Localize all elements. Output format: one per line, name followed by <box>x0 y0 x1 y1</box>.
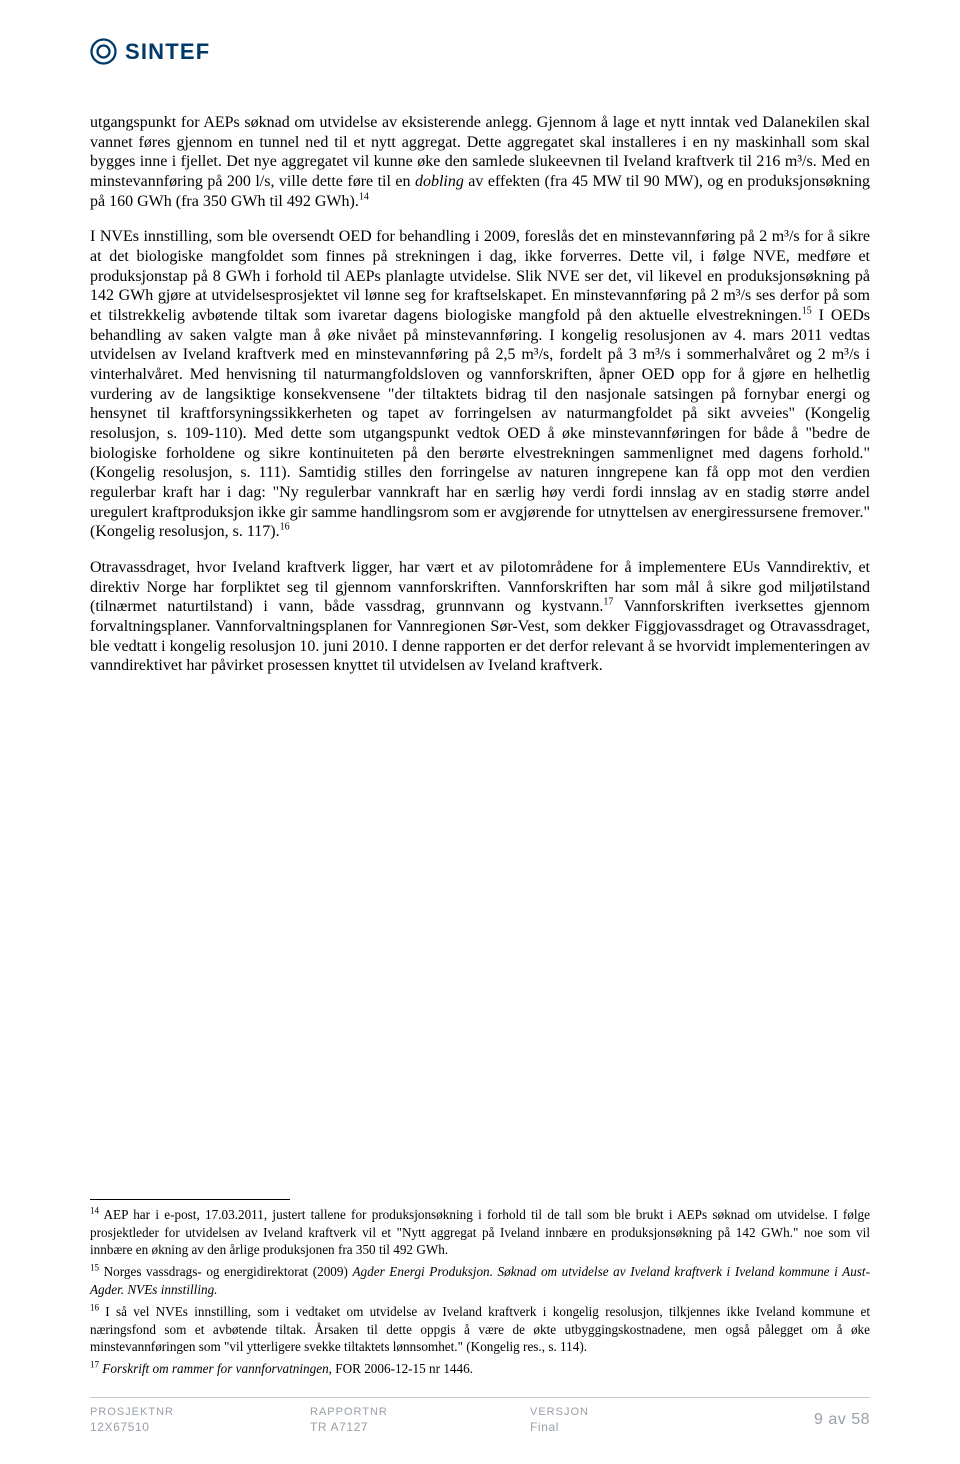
footer-project-value: 12X67510 <box>90 1420 310 1434</box>
footnotes: 14 AEP har i e-post, 17.03.2011, justert… <box>90 1206 870 1378</box>
p2-text-a: I NVEs innstilling, som ble oversendt OE… <box>90 228 870 324</box>
body-text: utgangspunkt for AEPs søknad om utvidels… <box>90 113 870 676</box>
footer-version-value: Final <box>530 1420 710 1434</box>
footnotes-block: 14 AEP har i e-post, 17.03.2011, justert… <box>90 1199 870 1382</box>
fn17-text-b: , FOR 2006-12-15 nr 1446. <box>329 1361 473 1376</box>
sintef-logo-icon <box>90 38 117 65</box>
footer-report-value: TR A7127 <box>310 1420 530 1434</box>
footnote-14: 14 AEP har i e-post, 17.03.2011, justert… <box>90 1206 870 1259</box>
page-footer: PROSJEKTNR 12X67510 RAPPORTNR TR A7127 V… <box>90 1397 870 1434</box>
paragraph-2: I NVEs innstilling, som ble oversendt OE… <box>90 227 870 542</box>
fn15-ref: 15 <box>90 1263 99 1273</box>
sintef-logo-text: SINTEF <box>125 39 210 65</box>
fn14-text: AEP har i e-post, 17.03.2011, justert ta… <box>90 1207 870 1258</box>
footnote-ref-17: 17 <box>603 597 613 608</box>
p1-italic: dobling <box>415 173 464 190</box>
footnote-15: 15 Norges vassdrags- og energidirektorat… <box>90 1263 870 1299</box>
fn14-ref: 14 <box>90 1205 99 1215</box>
fn17-ref: 17 <box>90 1360 99 1370</box>
footer-version-label: VERSJON <box>530 1406 710 1418</box>
footer-project: PROSJEKTNR 12X67510 <box>90 1406 310 1434</box>
fn16-text: I så vel NVEs innstilling, som i vedtake… <box>90 1304 870 1355</box>
fn17-italic: Forskrift om rammer for vannforvatningen <box>102 1361 328 1376</box>
footnote-17: 17 Forskrift om rammer for vannforvatnin… <box>90 1360 870 1378</box>
footer-report-label: RAPPORTNR <box>310 1406 530 1418</box>
footnote-ref-16: 16 <box>280 522 290 533</box>
footer-report: RAPPORTNR TR A7127 <box>310 1406 530 1434</box>
document-page: SINTEF utgangspunkt for AEPs søknad om u… <box>0 0 960 1464</box>
fn16-ref: 16 <box>90 1302 99 1312</box>
footnote-separator <box>90 1199 290 1200</box>
p2-text-b: I OEDs behandling av saken valgte man å … <box>90 307 870 540</box>
paragraph-3: Otravassdraget, hvor Iveland kraftverk l… <box>90 558 870 676</box>
footnote-ref-14: 14 <box>359 191 369 202</box>
footer-version: VERSJON Final <box>530 1406 710 1434</box>
paragraph-1: utgangspunkt for AEPs søknad om utvidels… <box>90 113 870 211</box>
page-number: 9 av 58 <box>814 1411 870 1429</box>
logo-header: SINTEF <box>90 38 870 65</box>
footer-project-label: PROSJEKTNR <box>90 1406 310 1418</box>
footnote-ref-15: 15 <box>802 306 812 317</box>
fn15-text-a: Norges vassdrags- og energidirektorat (2… <box>99 1264 352 1279</box>
footnote-16: 16 I så vel NVEs innstilling, som i vedt… <box>90 1303 870 1356</box>
